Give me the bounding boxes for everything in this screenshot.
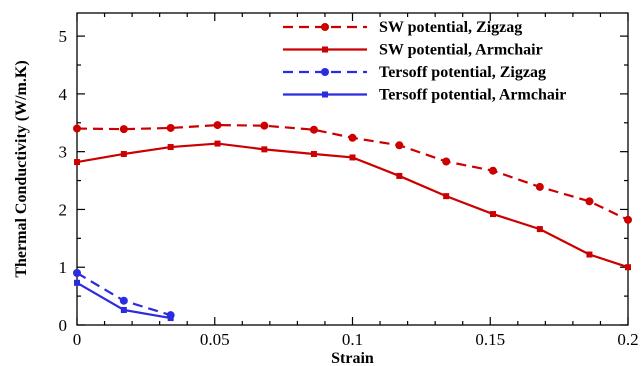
series-line xyxy=(76,142,629,269)
legend-entry: SW potential, Armchair xyxy=(283,42,543,59)
data-point xyxy=(213,121,222,130)
data-point xyxy=(309,125,318,134)
data-point xyxy=(167,144,174,151)
y-tick-label: 1 xyxy=(59,258,68,277)
data-point xyxy=(442,157,451,166)
y-tick-label: 5 xyxy=(59,27,68,46)
data-point xyxy=(395,141,404,150)
y-tick-label: 4 xyxy=(59,85,68,104)
data-point xyxy=(119,125,128,134)
legend-entry: Tersoff potential, Zigzag xyxy=(283,64,546,81)
data-point xyxy=(166,123,175,132)
data-point xyxy=(73,269,81,277)
data-point xyxy=(74,279,80,286)
series-layer xyxy=(73,121,632,322)
data-point xyxy=(74,159,80,166)
data-point xyxy=(120,150,127,157)
data-point xyxy=(443,193,450,200)
data-point xyxy=(322,91,328,98)
data-point xyxy=(260,121,269,130)
series xyxy=(74,140,631,271)
legend-label: Tersoff potential, Armchair xyxy=(379,87,566,104)
axes: 0 0.05 0.1 0.15 0.2 0 1 2 3 4 5 xyxy=(59,12,639,349)
data-point xyxy=(585,197,594,206)
data-point xyxy=(535,182,544,191)
data-point xyxy=(536,226,543,233)
y-tick-label: 0 xyxy=(59,316,68,335)
data-point xyxy=(120,306,127,313)
data-point xyxy=(73,124,81,133)
data-point xyxy=(396,172,403,179)
data-point xyxy=(310,150,317,157)
x-tick-label: 0.2 xyxy=(617,330,638,349)
data-point xyxy=(624,215,632,224)
data-point xyxy=(119,296,128,305)
data-point xyxy=(625,264,631,271)
x-tick-label: 0 xyxy=(73,330,82,349)
y-tick-label: 3 xyxy=(59,143,68,162)
x-tick-label: 0.05 xyxy=(200,330,230,349)
x-axis-title: Strain xyxy=(331,350,374,366)
data-point xyxy=(586,251,593,258)
series xyxy=(74,279,174,322)
y-tick-label: 2 xyxy=(59,200,68,219)
x-tick-label: 0.1 xyxy=(342,330,363,349)
data-point xyxy=(322,46,328,53)
data-point xyxy=(167,315,174,322)
plot-frame xyxy=(76,12,629,326)
data-point xyxy=(348,133,357,142)
data-point xyxy=(349,154,356,161)
data-point xyxy=(489,166,498,175)
legend-label: SW potential, Armchair xyxy=(379,42,543,59)
data-point xyxy=(321,23,329,31)
legend: SW potential, Zigzag SW potential, Armcha… xyxy=(283,19,566,104)
y-axis-title: Thermal Conductivity (W/m.K) xyxy=(13,60,30,277)
data-point xyxy=(214,140,221,147)
legend-entry: Tersoff potential, Armchair xyxy=(283,87,566,104)
legend-label: Tersoff potential, Zigzag xyxy=(379,64,546,81)
data-point xyxy=(261,146,268,153)
data-point xyxy=(490,211,497,218)
series xyxy=(73,121,632,224)
data-point xyxy=(321,68,329,76)
legend-entry: SW potential, Zigzag xyxy=(283,19,522,36)
legend-label: SW potential, Zigzag xyxy=(379,19,522,36)
x-tick-label: 0.15 xyxy=(475,330,505,349)
